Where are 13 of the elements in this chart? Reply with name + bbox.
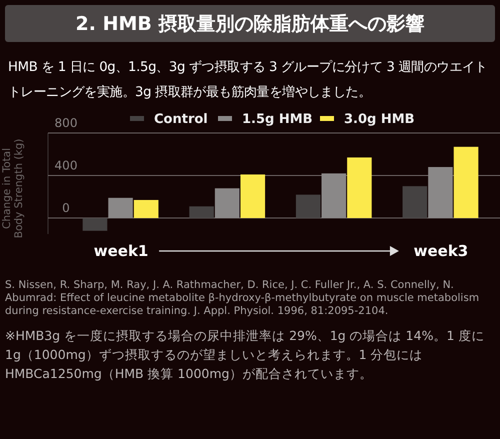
chart-subtitle: HMB を 1 日に 0g、1.5g、3g ずつ摂取する 3 グループに分けて 3 週間のウエイトトレーニングを実施。3g 摂取群が最も筋肉量を増やしました。	[8, 59, 488, 102]
text: ※HMB3g を一度に摂取する場合の尿中排泄率は 29%、1g の場合は 14%。1 度に 1g（1000mg）ずつ摂取するのが望ましいと考えられます。1 分包には HMBCa1250mg（HMB 換算 1000mg）が配合されています。	[5, 327, 486, 383]
legend-label: Control	[154, 112, 208, 127]
y-tick-label: 400	[54, 158, 78, 173]
y-axis-title: Change in Total Body Strength (kg)	[1, 138, 25, 238]
legend-label: 1.5g HMB	[242, 112, 313, 127]
chart-title: 2. HMB 摂取量別の除脂肪体重への影響	[5, 5, 495, 42]
x-tick-label: week1	[94, 242, 148, 260]
x-tick-label: week3	[414, 242, 468, 260]
y-tick-label: 0	[62, 201, 70, 216]
text: S. Nissen, R. Sharp, M. Ray, J. A. Rathmacher, D. Rice, J. C. Fuller Jr., A. S. Connelly, N. Abumrad: Effect of leucine metabolite β-hydroxy-β-methylbutyrate on muscle metabolism during resistance-exercise training. J. Appl. Physiol. 1996, 81:2095-2104.	[5, 279, 480, 318]
legend-label: 3.0g HMB	[344, 112, 415, 127]
y-tick-label: 800	[54, 116, 78, 130]
